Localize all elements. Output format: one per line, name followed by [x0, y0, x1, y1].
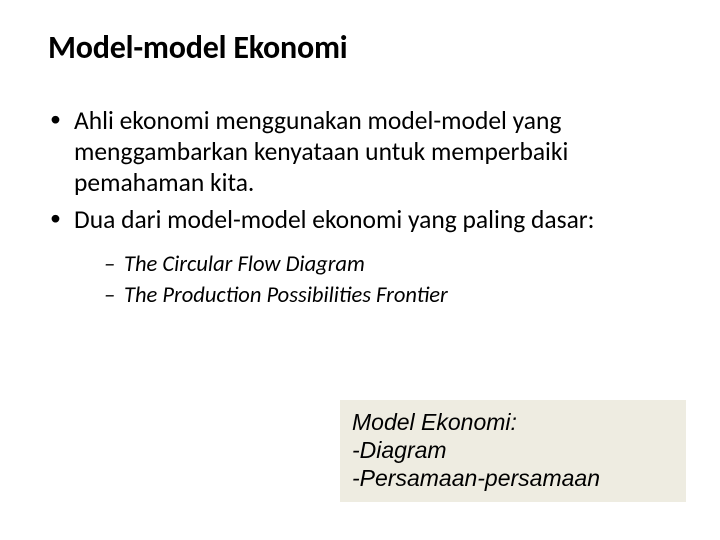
callout-box: Model Ekonomi: -Diagram -Persamaan-persa…	[340, 400, 686, 502]
bullet-list: Ahli ekonomi menggunakan model-model yan…	[48, 105, 672, 311]
list-item-text: Dua dari model-model ekonomi yang paling…	[74, 204, 595, 235]
callout-line: -Persamaan-persamaan	[352, 464, 674, 492]
sub-list-item: The Production Possibilities Frontier	[104, 282, 672, 311]
list-item: Dua dari model-model ekonomi yang paling…	[48, 204, 672, 311]
sub-list-item: The Circular Flow Diagram	[104, 251, 672, 280]
callout-line: -Diagram	[352, 436, 674, 464]
list-item: Ahli ekonomi menggunakan model-model yan…	[48, 105, 672, 198]
callout-line: Model Ekonomi:	[352, 408, 674, 436]
slide-title: Model-model Ekonomi	[48, 28, 672, 67]
sub-bullet-list: The Circular Flow Diagram The Production…	[74, 251, 672, 311]
